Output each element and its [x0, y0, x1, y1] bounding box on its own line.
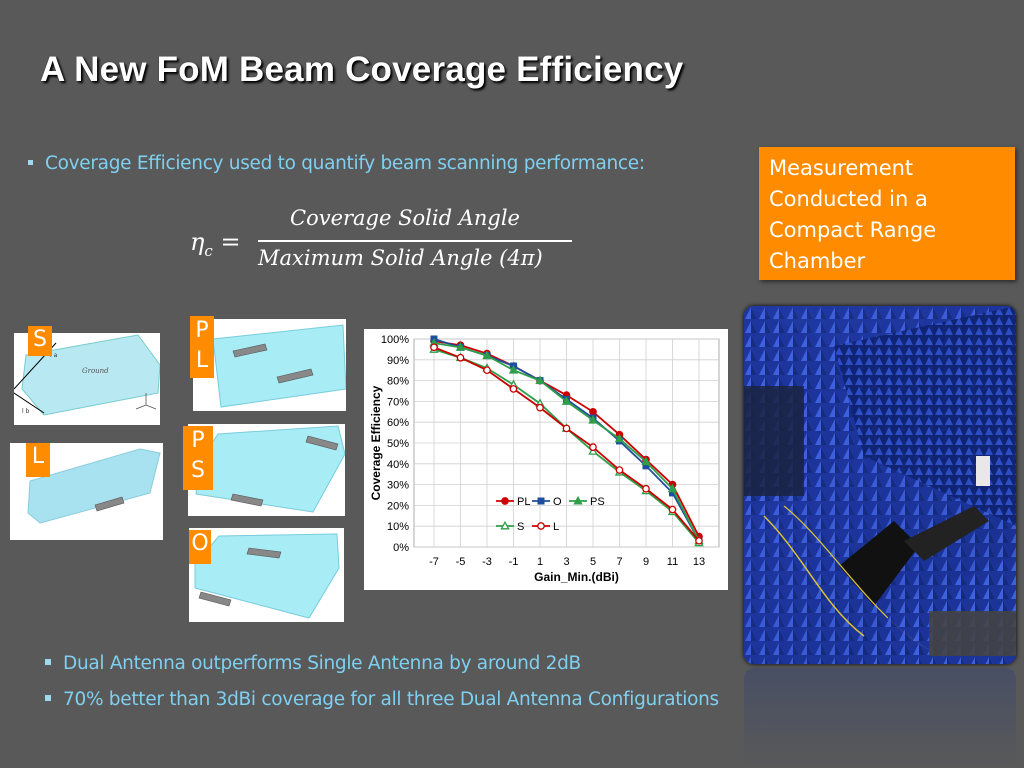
data-point-l — [483, 366, 491, 375]
legend-label: L — [553, 521, 559, 533]
x-tick-label: 11 — [667, 556, 678, 568]
data-point-pl — [589, 407, 597, 416]
y-axis-label: Coverage Efficiency — [369, 385, 383, 500]
y-tick-label: 100% — [381, 334, 409, 346]
formula-fraction-bar — [258, 240, 572, 242]
chamber-illustration — [744, 306, 1016, 664]
antenna-o-drawing — [194, 533, 340, 619]
x-tick-label: -7 — [429, 556, 439, 568]
bullet-text: Dual Antenna outperforms Single Antenna … — [63, 653, 581, 674]
data-point-l — [668, 505, 677, 514]
bullet-text: Coverage Efficiency used to quantify bea… — [45, 153, 645, 174]
antenna-s-drawing: Ground l a l b — [14, 334, 160, 416]
data-point-l — [456, 353, 465, 362]
tag-pl: P L — [190, 316, 214, 378]
x-tick-label: 3 — [563, 556, 569, 568]
y-tick-label: 60% — [387, 417, 409, 429]
bullet-marker-icon — [45, 659, 51, 665]
bullet-dual-antenna: Dual Antenna outperforms Single Antenna … — [45, 653, 581, 674]
tag-o: O — [189, 530, 211, 564]
antenna-config-o-image — [189, 528, 344, 622]
legend-marker — [537, 497, 545, 505]
y-tick-label: 30% — [387, 480, 409, 492]
data-point-ps — [535, 375, 545, 385]
legend-label: PS — [590, 496, 605, 508]
data-point-ps — [667, 483, 678, 493]
formula-numerator: Coverage Solid Angle — [290, 206, 520, 230]
x-tick-label: -5 — [456, 556, 466, 568]
tag-ps: P S — [183, 426, 213, 490]
x-tick-label: 13 — [693, 556, 705, 568]
legend-marker — [500, 520, 510, 530]
x-tick-label: 9 — [643, 556, 649, 568]
anechoic-chamber-photo — [744, 306, 1016, 664]
antenna-config-pl-image — [193, 319, 346, 411]
data-point-ps — [482, 350, 492, 360]
bullet-70-percent: 70% better than 3dBi coverage for all th… — [45, 689, 719, 710]
x-tick-label: 7 — [616, 556, 622, 568]
data-point-ps — [614, 433, 625, 443]
tag-l: L — [26, 443, 50, 477]
y-tick-label: 40% — [387, 459, 409, 471]
data-point-ps — [455, 342, 466, 351]
antenna-ps-drawing — [195, 425, 345, 513]
antenna-pl-drawing — [212, 324, 346, 408]
coverage-efficiency-formula: ηc = Coverage Solid Angle Maximum Solid … — [190, 206, 580, 284]
y-tick-label: 90% — [387, 355, 409, 367]
legend-label: PL — [517, 496, 530, 508]
data-point-ps — [641, 456, 651, 466]
data-point-l — [509, 385, 518, 393]
y-tick-label: 20% — [387, 500, 409, 512]
x-tick-label: -3 — [482, 556, 492, 568]
legend-marker — [501, 497, 509, 505]
tag-s: S — [28, 326, 52, 356]
y-tick-label: 50% — [387, 438, 409, 450]
legend-marker — [573, 495, 583, 505]
callout-line: Chamber — [769, 249, 866, 273]
data-point-l — [642, 484, 650, 493]
antenna-config-ps-image — [188, 424, 345, 516]
bullet-coverage-efficiency: Coverage Efficiency used to quantify bea… — [28, 153, 645, 174]
data-point-l — [430, 343, 438, 352]
x-axis-label: Gain_Min.(dBi) — [534, 570, 619, 584]
data-point-l — [589, 443, 597, 452]
photo-reflection — [744, 668, 1016, 768]
y-tick-label: 0% — [393, 542, 409, 554]
data-point-l — [562, 424, 571, 433]
legend-label: O — [553, 496, 562, 508]
x-tick-label: 5 — [590, 556, 596, 568]
callout-line: Conducted in a — [769, 187, 928, 211]
data-point-ps — [588, 414, 598, 424]
bullet-marker-icon — [28, 159, 33, 165]
legend-marker — [537, 522, 545, 530]
legend-label: S — [517, 521, 524, 533]
measurement-callout: Measurement Conducted in a Compact Range… — [759, 147, 1015, 280]
x-tick-label: -1 — [509, 556, 519, 568]
callout-line: Measurement — [769, 156, 914, 180]
y-tick-label: 80% — [387, 376, 409, 388]
data-point-ps — [508, 365, 519, 374]
slide-title: A New FoM Beam Coverage Efficiency — [40, 50, 684, 89]
coverage-efficiency-chart: 0% 10% 20% 30% 40% 50% 60% 70% 80% 90% 100% -7 -5 -3 -… — [364, 329, 728, 590]
antenna-l-drawing — [27, 448, 161, 524]
data-point-l — [615, 466, 624, 474]
chart-svg: 0% 10% 20% 30% 40% 50% 60% 70% 80% 90% 100% -7 -5 -3 -… — [369, 334, 720, 584]
callout-line: Compact Range — [769, 218, 937, 242]
y-tick-label: 70% — [387, 396, 409, 408]
data-point-ps — [561, 396, 572, 405]
data-point-l — [536, 403, 544, 412]
la-label: l a — [50, 352, 58, 359]
lb-label: l b — [22, 408, 30, 415]
data-point-l — [695, 536, 703, 545]
bullet-marker-icon — [45, 695, 51, 701]
bullet-text: 70% better than 3dBi coverage for all th… — [63, 689, 719, 710]
ground-label: Ground — [82, 367, 109, 375]
formula-lhs: ηc = — [190, 228, 241, 260]
x-tick-label: 1 — [537, 556, 543, 568]
y-tick-label: 10% — [387, 521, 409, 533]
formula-denominator: Maximum Solid Angle (4π) — [258, 246, 543, 270]
